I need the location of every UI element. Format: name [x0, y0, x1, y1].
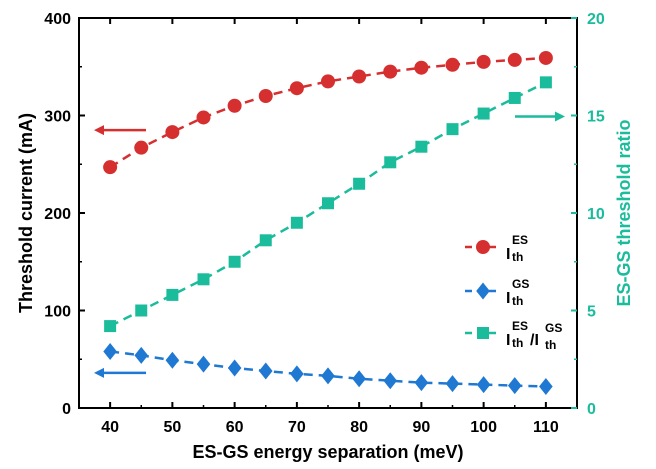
- legend: IES th IGS th IES th/IGS th: [465, 233, 562, 352]
- x-tick-label: 70: [288, 419, 306, 436]
- y-tick-label: 200: [44, 206, 71, 223]
- legend-label: IES th: [506, 233, 528, 264]
- data-point: [445, 57, 460, 72]
- data-point: [196, 110, 211, 125]
- legend-label: IGS th: [506, 277, 529, 308]
- data-point: [165, 351, 180, 369]
- data-point: [290, 216, 303, 229]
- data-point: [415, 140, 428, 153]
- data-point: [197, 273, 210, 286]
- data-point: [414, 60, 429, 75]
- data-point: [290, 365, 304, 383]
- y2-tick-label: 20: [587, 11, 605, 28]
- data-point: [165, 125, 180, 140]
- x-tick-label: 80: [350, 419, 368, 436]
- data-point: [383, 64, 398, 79]
- y-tick-label: 100: [44, 304, 71, 321]
- data-point: [539, 76, 552, 89]
- y2-tick-label: 5: [587, 304, 596, 321]
- data-point: [507, 377, 522, 395]
- data-point: [446, 123, 459, 136]
- y2-axis-label: ES-GS threshold ratio: [614, 119, 634, 306]
- data-point: [477, 107, 490, 120]
- arrow-head: [94, 125, 104, 136]
- data-point: [352, 370, 366, 388]
- x-tick-label: 60: [226, 419, 244, 436]
- data-point: [228, 255, 241, 268]
- data-point: [414, 374, 429, 392]
- data-point: [134, 140, 149, 155]
- data-point: [476, 376, 491, 394]
- data-point: [538, 50, 553, 65]
- x-axis-label: ES-GS energy separation (meV): [192, 442, 463, 462]
- data-point: [104, 320, 117, 333]
- left-axis-arrow-blue: [94, 367, 146, 378]
- series-line: [109, 350, 546, 388]
- data-point: [258, 89, 273, 103]
- legend-item: IES th/IGS th: [465, 319, 562, 352]
- series-0: [103, 50, 553, 175]
- legend-item: IES th: [465, 233, 528, 264]
- data-point: [134, 346, 149, 364]
- x-tick-label: 100: [470, 419, 497, 436]
- data-point: [322, 197, 334, 210]
- data-point: [227, 98, 242, 113]
- data-point: [353, 177, 366, 190]
- x-tick-label: 90: [412, 419, 430, 436]
- series-line: [109, 81, 547, 328]
- data-point: [383, 372, 398, 390]
- legend-marker: [476, 282, 490, 300]
- data-point: [103, 342, 117, 360]
- data-point: [259, 234, 272, 247]
- data-point: [508, 91, 521, 104]
- y-tick-label: 400: [44, 11, 71, 28]
- data-point: [135, 304, 148, 317]
- x-tick-label: 50: [163, 419, 181, 436]
- data-point: [445, 375, 460, 393]
- data-point: [321, 367, 335, 385]
- data-point: [384, 156, 397, 169]
- x-tick-label: 110: [533, 419, 559, 436]
- data-point: [507, 52, 522, 67]
- y-tick-label: 0: [62, 401, 71, 418]
- left-axis-arrow-red: [94, 125, 146, 136]
- data-point: [352, 69, 367, 84]
- y-axis-label: Threshold current (mA): [16, 113, 36, 313]
- data-point: [539, 378, 553, 396]
- data-point: [103, 160, 118, 175]
- data-point: [258, 362, 273, 380]
- series-1: [103, 342, 553, 396]
- data-point: [166, 288, 179, 301]
- y-tick-label: 300: [44, 109, 71, 126]
- arrow-head: [555, 111, 565, 122]
- y2-tick-label: 15: [587, 109, 605, 126]
- data-point: [289, 81, 304, 96]
- legend-marker: [477, 327, 489, 339]
- data-point: [476, 54, 491, 69]
- legend-item: IGS th: [465, 277, 529, 308]
- data-point: [321, 74, 335, 89]
- arrow-head: [94, 367, 104, 378]
- legend-label: IES th/IGS th: [506, 319, 562, 352]
- series-2: [104, 76, 552, 333]
- y2-tick-label: 10: [587, 206, 605, 223]
- data-point: [227, 359, 242, 377]
- legend-marker: [476, 240, 490, 254]
- y2-tick-label: 0: [587, 401, 596, 418]
- right-axis-arrow-teal: [515, 111, 565, 122]
- x-tick-label: 40: [101, 419, 119, 436]
- series-line: [109, 56, 546, 169]
- data-point: [196, 355, 211, 373]
